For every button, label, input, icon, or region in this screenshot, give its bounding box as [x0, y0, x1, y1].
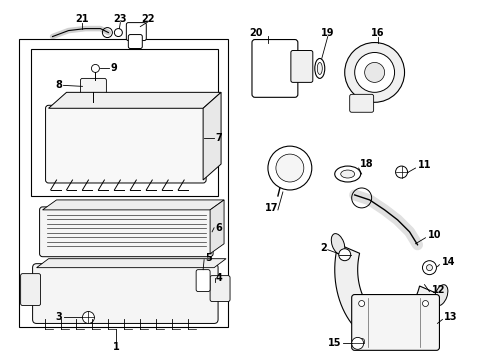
Circle shape — [364, 62, 384, 82]
Text: 1: 1 — [113, 342, 120, 352]
Polygon shape — [203, 92, 221, 180]
Text: 18: 18 — [359, 159, 372, 169]
FancyBboxPatch shape — [128, 35, 142, 49]
Circle shape — [426, 265, 431, 271]
Circle shape — [422, 301, 427, 306]
Text: 2: 2 — [319, 243, 326, 253]
Text: 21: 21 — [76, 14, 89, 24]
Bar — [19, 39, 227, 328]
Circle shape — [114, 28, 122, 37]
Circle shape — [344, 42, 404, 102]
FancyBboxPatch shape — [40, 207, 213, 257]
Circle shape — [395, 166, 407, 178]
Ellipse shape — [334, 166, 360, 182]
Bar — [31, 49, 218, 196]
FancyBboxPatch shape — [196, 270, 210, 292]
Polygon shape — [210, 200, 224, 254]
Text: 7: 7 — [215, 133, 222, 143]
FancyBboxPatch shape — [251, 40, 297, 97]
Text: 6: 6 — [215, 223, 222, 233]
Circle shape — [351, 188, 371, 208]
Text: 22: 22 — [141, 14, 155, 24]
FancyBboxPatch shape — [45, 105, 205, 183]
Text: 14: 14 — [441, 257, 454, 267]
Text: 23: 23 — [113, 14, 127, 24]
Circle shape — [275, 154, 303, 182]
Circle shape — [91, 64, 99, 72]
Text: 12: 12 — [430, 284, 444, 294]
Text: 9: 9 — [110, 63, 117, 73]
Ellipse shape — [433, 285, 447, 306]
FancyBboxPatch shape — [351, 294, 439, 350]
Ellipse shape — [340, 170, 354, 178]
Circle shape — [102, 28, 112, 37]
Circle shape — [358, 338, 364, 345]
Polygon shape — [42, 200, 224, 210]
FancyBboxPatch shape — [20, 274, 41, 306]
Text: 3: 3 — [56, 312, 62, 323]
FancyBboxPatch shape — [210, 276, 229, 302]
FancyBboxPatch shape — [349, 94, 373, 112]
FancyBboxPatch shape — [290, 50, 312, 82]
Ellipse shape — [330, 234, 344, 255]
Text: 5: 5 — [204, 253, 211, 263]
Text: 20: 20 — [249, 28, 262, 37]
Circle shape — [358, 301, 364, 306]
FancyBboxPatch shape — [126, 23, 146, 41]
Polygon shape — [48, 92, 221, 108]
Text: 13: 13 — [444, 312, 457, 323]
Text: 17: 17 — [264, 203, 278, 213]
Circle shape — [338, 249, 350, 261]
Text: 16: 16 — [370, 28, 384, 37]
Circle shape — [82, 311, 94, 323]
Text: 15: 15 — [327, 338, 341, 348]
Ellipse shape — [314, 58, 324, 78]
Polygon shape — [37, 259, 225, 268]
Circle shape — [422, 261, 436, 275]
Text: 10: 10 — [427, 230, 440, 240]
FancyBboxPatch shape — [81, 78, 106, 94]
FancyBboxPatch shape — [33, 264, 218, 323]
Text: 19: 19 — [320, 28, 334, 37]
Text: 4: 4 — [216, 273, 223, 283]
Circle shape — [351, 337, 363, 349]
Text: 8: 8 — [56, 80, 62, 90]
Circle shape — [354, 53, 394, 92]
Text: 11: 11 — [417, 160, 430, 170]
Polygon shape — [334, 244, 440, 345]
Ellipse shape — [317, 62, 322, 75]
Circle shape — [267, 146, 311, 190]
